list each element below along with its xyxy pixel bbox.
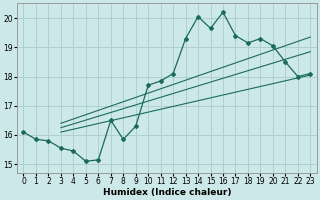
X-axis label: Humidex (Indice chaleur): Humidex (Indice chaleur): [103, 188, 231, 197]
